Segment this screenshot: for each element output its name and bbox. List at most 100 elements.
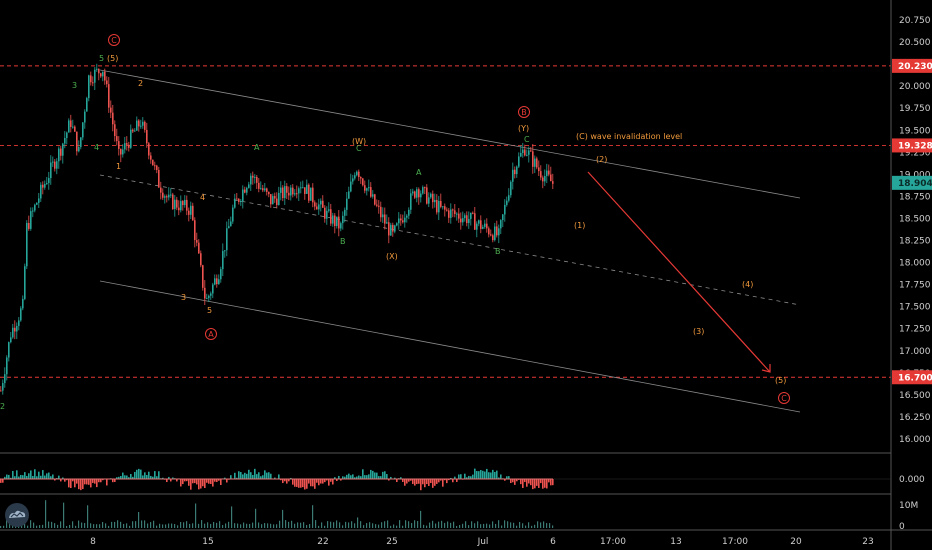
candle-body [242, 189, 244, 202]
volume-bar [12, 524, 14, 528]
volume-bar [486, 523, 488, 528]
candle-body [250, 175, 252, 185]
candle-body [158, 169, 160, 188]
oscillator-bar [324, 479, 326, 483]
oscillator-bar [116, 477, 118, 480]
candle-body [130, 129, 132, 148]
candle-body [342, 215, 344, 224]
volume-bar [198, 523, 200, 528]
oscillator-bar [466, 477, 468, 480]
candle-body [420, 193, 422, 198]
price-tags: 20.230 19.328 18.904 16.700 [892, 58, 932, 385]
oscillator-bar [348, 473, 350, 480]
volume-bar [246, 523, 248, 528]
oscillator-bar [238, 471, 240, 480]
volume-bar [369, 522, 371, 528]
candle-body [346, 198, 348, 210]
wave-label-red-circled: A [205, 328, 217, 340]
oscillator-bar [216, 479, 218, 482]
oscillator-bar [186, 479, 188, 482]
candle-body [44, 183, 46, 188]
wave-label-orange: (W) [352, 137, 366, 146]
candle-body [336, 216, 338, 226]
oscillator-bar [192, 479, 194, 484]
volume-bar [432, 520, 434, 528]
candle-body [504, 204, 506, 215]
projection-arrow [587, 171, 771, 373]
time-tick-label: 22 [317, 537, 328, 547]
candle-body [2, 383, 4, 391]
wave-label-green: 2 [0, 402, 5, 411]
candle-body [406, 215, 408, 218]
oscillator-bar [338, 475, 340, 480]
wave-label-red-circled: C [108, 34, 120, 46]
time-tick-label: 8 [90, 537, 96, 547]
candle-body [70, 120, 72, 127]
candle-body [78, 147, 80, 152]
candle-body [246, 187, 248, 193]
volume-bar [351, 521, 353, 528]
candle-body [492, 235, 494, 241]
price-tick-label: 20.000 [899, 82, 931, 92]
candle-body [150, 155, 152, 160]
candle-body [486, 223, 488, 229]
candle-body [90, 75, 92, 83]
volume-bar [429, 522, 431, 528]
volume-bar [492, 521, 494, 528]
oscillator-bar [310, 479, 312, 487]
oscillator-bar [410, 479, 412, 481]
candle-body [210, 293, 212, 296]
oscillator-bar [430, 479, 432, 484]
volume-bar [72, 521, 74, 528]
candle-body [190, 205, 192, 215]
volume-bar [522, 523, 524, 528]
tradingview-cloud-icon[interactable] [5, 503, 29, 527]
volume-bar [390, 525, 392, 528]
oscillator-bar [154, 471, 156, 480]
candle-body [416, 189, 418, 198]
volume-bar [60, 521, 62, 528]
oscillator-bar [464, 473, 466, 480]
oscillator-bar [418, 479, 420, 484]
oscillator-bar [384, 471, 386, 480]
volume-bar [81, 522, 83, 528]
oscillator-bar [440, 479, 442, 481]
candle-body [74, 126, 76, 132]
oscillator-bar [260, 476, 262, 480]
oscillator-bar [14, 476, 16, 480]
oscillator-bar [6, 474, 8, 480]
candle-body [236, 198, 238, 200]
oscillator-bar [378, 476, 380, 480]
price-tick-label: 17.750 [899, 281, 931, 291]
candle-body [466, 215, 468, 224]
price-tick-label: 19.500 [899, 126, 931, 136]
volume-bar [273, 524, 275, 528]
oscillator-bar [368, 474, 370, 480]
oscillator-bar [406, 479, 408, 484]
candle-body [530, 150, 532, 152]
candle-body [244, 189, 246, 193]
volume-bar [153, 520, 155, 528]
candle-body [524, 149, 526, 156]
volume-bar [441, 520, 443, 528]
volume-bar [180, 522, 182, 528]
volume-bar [552, 525, 554, 528]
candle-body [418, 189, 420, 198]
time-axis: 8 15 22 25 Jul 6 17:00 13 17:00 20 23 [90, 537, 874, 547]
oscillator-bar [86, 479, 88, 485]
oscillator-bar [92, 479, 94, 483]
time-tick-label: 23 [862, 537, 873, 547]
candle-body [110, 107, 112, 113]
volume-bar [423, 524, 425, 528]
volume-bar [30, 520, 32, 528]
candle-body [490, 234, 492, 236]
volume-bar [282, 509, 284, 528]
candle-body [552, 181, 554, 184]
candle-body [22, 298, 24, 309]
volume-bar [0, 525, 2, 528]
oscillator-bar [402, 479, 404, 482]
candle-body [318, 204, 320, 210]
oscillator-bar [520, 479, 522, 485]
oscillator-bar [336, 479, 338, 482]
